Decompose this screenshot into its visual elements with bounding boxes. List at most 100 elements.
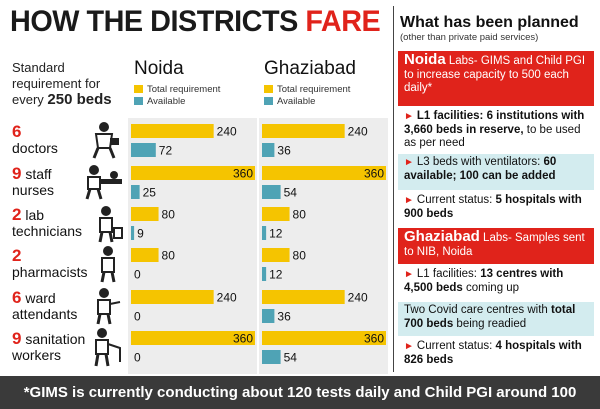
row-role-line1: sanitation	[25, 331, 86, 347]
ghaziabad-labs-box: Ghaziabad Labs- Samples sent to NIB, Noi…	[398, 228, 594, 264]
row-label-sanitation-workers: 9 sanitation workers	[12, 329, 86, 363]
ghaziabad-l1-bold: 13 centres with 4,500 beds	[404, 268, 564, 294]
nurse-icon	[85, 165, 122, 200]
ghaziabad-l1-rest: coming up	[462, 281, 520, 294]
available-bar-3	[262, 267, 267, 281]
ghaziabad-covid-bold: total 700 beds	[404, 304, 576, 330]
row-count: 6	[12, 122, 22, 141]
legend-swatch-total	[134, 85, 143, 94]
available-value-label-3: 12	[269, 268, 283, 282]
total-value-label-0: 240	[348, 125, 368, 139]
noida-l1-rest: to be used as per need	[404, 123, 581, 150]
available-value-label-2: 9	[137, 227, 144, 241]
standard-requirement-heading: Standard requirement for every 250 beds	[12, 60, 112, 108]
ghaziabad-status-bold: 4 hospitals with 826 beds	[404, 340, 582, 366]
available-bar-1	[131, 185, 140, 199]
row-count: 9	[12, 329, 22, 348]
total-bar-1	[262, 166, 386, 180]
total-value-label-1: 360	[233, 167, 253, 181]
noida-l1-bold: L1 facilities: 6 institutions with 3,660…	[404, 110, 585, 136]
arrow-icon: ►	[404, 157, 414, 168]
available-bar-0	[131, 143, 156, 157]
row-count-line: 6 ward	[12, 288, 77, 307]
available-value-label-1: 25	[143, 186, 157, 200]
std-line-3-prefix: every	[12, 92, 48, 107]
available-bar-1	[262, 185, 281, 199]
legend-total-label: Total requirement	[277, 84, 351, 95]
pharmacist-icon	[100, 246, 116, 283]
total-bar-1	[131, 166, 255, 180]
legend-available-label: Available	[277, 96, 316, 107]
legend-swatch-total	[264, 85, 273, 94]
std-line-3-bold: 250 beds	[47, 91, 112, 108]
available-bar-4	[262, 309, 275, 323]
row-role-line2: nurses	[12, 182, 55, 198]
total-value-label-3: 80	[162, 249, 176, 263]
noida-l3-box: ► L3 beds with ventilators: 60 available;…	[398, 154, 594, 190]
legend-swatch-available	[134, 97, 143, 106]
std-line-2: requirement for	[12, 76, 101, 91]
arrow-icon: ►	[404, 341, 414, 352]
ward-attendant-icon	[96, 288, 121, 325]
row-count: 6	[12, 288, 22, 307]
noida-status-box: ► Current status: 5 hospitals with 900 be…	[398, 192, 594, 226]
available-value-label-5: 0	[134, 351, 141, 365]
sanitation-worker-icon	[94, 328, 121, 367]
total-value-label-5: 360	[233, 332, 253, 346]
noida-status-bold: 5 hospitals with 900 beds	[404, 194, 582, 220]
noida-status-prefix: Current status:	[416, 194, 496, 206]
available-value-label-4: 36	[277, 310, 291, 324]
total-value-label-1: 360	[364, 167, 384, 181]
title-highlight: FARE	[305, 5, 381, 38]
noida-legend-available: Available	[134, 96, 185, 107]
legend-swatch-available	[264, 97, 273, 106]
row-role-line2: technicians	[12, 223, 83, 239]
row-count-line: 9 sanitation	[12, 329, 86, 348]
total-bar-2	[262, 207, 290, 221]
infographic-title: HOW THE DISTRICTS FARE	[10, 5, 381, 38]
legend-available-label: Available	[147, 96, 186, 107]
noida-l1-box: ► L1 facilities: 6 institutions with 3,66…	[398, 108, 594, 153]
arrow-icon: ►	[404, 111, 414, 122]
doctor-icon	[92, 122, 119, 159]
total-value-label-3: 80	[293, 249, 307, 263]
footnote: *GIMS is currently conducting about 120 …	[0, 376, 600, 409]
available-bar-2	[131, 226, 135, 240]
noida-labs-text: Labs- GIMS and Child PGI to increase cap…	[404, 55, 586, 94]
available-bar-5	[262, 350, 281, 364]
lab-technician-icon	[98, 206, 123, 243]
available-bar-0	[262, 143, 275, 157]
ghaziabad-l1-box: ► L1 facilities: 13 centres with 4,500 be…	[398, 266, 594, 300]
total-bar-3	[262, 248, 290, 262]
total-value-label-4: 240	[217, 291, 237, 305]
row-label-lab-technicians: 2 lab technicians	[12, 205, 83, 239]
column-divider	[393, 6, 394, 372]
plan-title: What has been planned	[400, 14, 579, 31]
available-value-label-3: 0	[134, 268, 141, 282]
total-bar-4	[262, 290, 345, 304]
row-count: 2	[12, 205, 22, 224]
ghaziabad-legend-available: Available	[264, 96, 315, 107]
row-role-line1: lab	[25, 207, 45, 223]
available-value-label-0: 36	[277, 144, 291, 158]
arrow-icon: ►	[404, 195, 414, 206]
available-value-label-2: 12	[269, 227, 283, 241]
total-value-label-2: 80	[162, 208, 176, 222]
arrow-icon: ►	[404, 269, 414, 280]
row-label-pharmacists: 2 pharmacists	[12, 247, 87, 280]
ghaziabad-status-box: ► Current status: 4 hospitals with 826 be…	[398, 338, 594, 372]
title-main: HOW THE DISTRICTS	[10, 5, 298, 38]
noida-l3-prefix: L3 beds with ventilators:	[416, 156, 544, 168]
plan-subtitle: (other than private paid services)	[400, 32, 539, 43]
noida-column-heading: Noida	[134, 58, 184, 79]
ghaziabad-covid-rest: being readied	[453, 317, 527, 330]
row-count-line: 2 lab	[12, 205, 82, 224]
ghaziabad-covid-box: Two Covid care centres with total 700 be…	[398, 302, 594, 336]
row-role-line2: workers	[12, 347, 62, 363]
row-role: doctors	[12, 140, 58, 156]
total-value-label-4: 240	[348, 291, 368, 305]
total-value-label-2: 80	[293, 208, 307, 222]
row-label-ward-attendants: 6 ward attendants	[12, 288, 77, 322]
noida-labs-box: Noida Labs- GIMS and Child PGI to increa…	[398, 51, 594, 106]
ghaziabad-heading: Ghaziabad	[404, 228, 480, 245]
